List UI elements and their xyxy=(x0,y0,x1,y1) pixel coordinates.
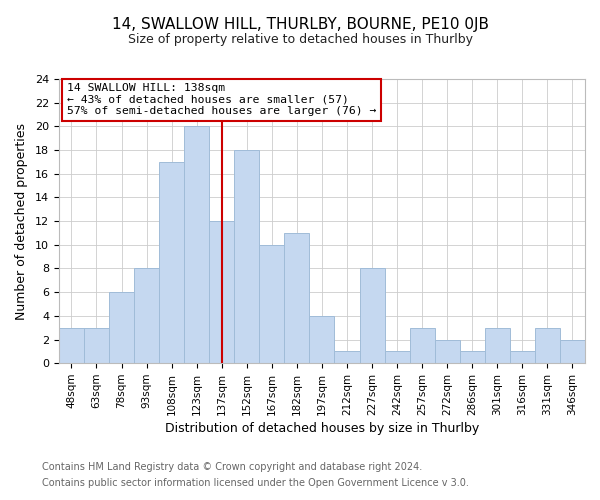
Bar xyxy=(485,328,510,363)
Text: 14, SWALLOW HILL, THURLBY, BOURNE, PE10 0JB: 14, SWALLOW HILL, THURLBY, BOURNE, PE10 … xyxy=(112,18,488,32)
X-axis label: Distribution of detached houses by size in Thurlby: Distribution of detached houses by size … xyxy=(165,422,479,435)
Bar xyxy=(560,340,585,363)
Bar xyxy=(535,328,560,363)
Bar xyxy=(59,328,84,363)
Bar xyxy=(359,268,385,363)
Bar xyxy=(259,245,284,363)
Bar xyxy=(84,328,109,363)
Bar xyxy=(410,328,434,363)
Text: Contains HM Land Registry data © Crown copyright and database right 2024.: Contains HM Land Registry data © Crown c… xyxy=(42,462,422,472)
Text: Size of property relative to detached houses in Thurlby: Size of property relative to detached ho… xyxy=(128,32,473,46)
Bar xyxy=(510,352,535,363)
Bar xyxy=(334,352,359,363)
Bar xyxy=(209,221,234,363)
Y-axis label: Number of detached properties: Number of detached properties xyxy=(15,122,28,320)
Bar xyxy=(184,126,209,363)
Bar xyxy=(134,268,159,363)
Text: 14 SWALLOW HILL: 138sqm
← 43% of detached houses are smaller (57)
57% of semi-de: 14 SWALLOW HILL: 138sqm ← 43% of detache… xyxy=(67,84,376,116)
Bar xyxy=(385,352,410,363)
Bar xyxy=(310,316,334,363)
Bar xyxy=(284,233,310,363)
Text: Contains public sector information licensed under the Open Government Licence v : Contains public sector information licen… xyxy=(42,478,469,488)
Bar xyxy=(109,292,134,363)
Bar xyxy=(159,162,184,363)
Bar xyxy=(460,352,485,363)
Bar xyxy=(434,340,460,363)
Bar xyxy=(234,150,259,363)
